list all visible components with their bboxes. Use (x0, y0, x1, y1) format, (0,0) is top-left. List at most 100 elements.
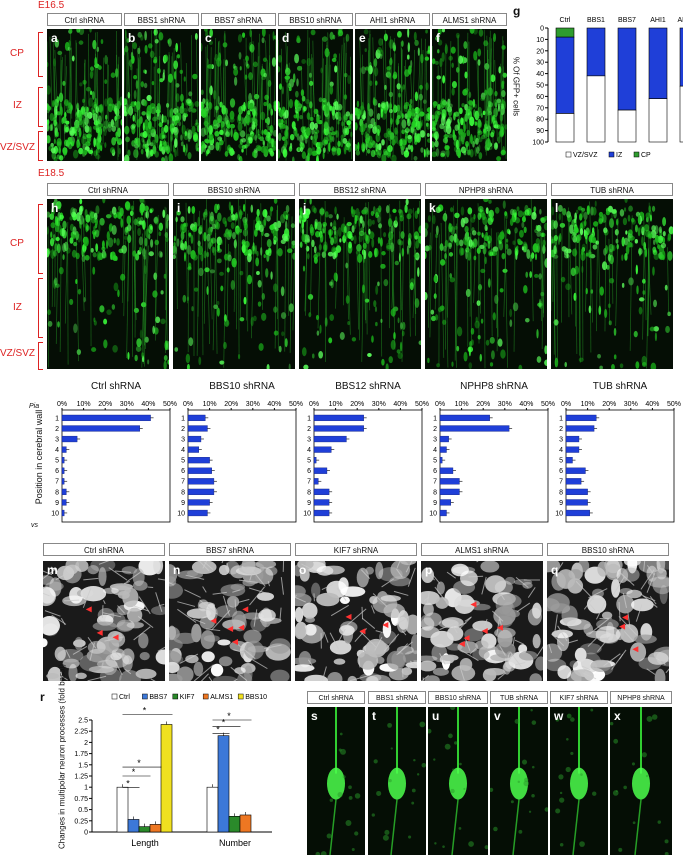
zone-bracket-1 (38, 278, 39, 338)
hist-bar (188, 500, 210, 506)
panel-letter: c (205, 31, 212, 45)
panel-header-a-1: BBS1 shRNA (124, 13, 199, 26)
hist-bar (62, 510, 64, 516)
panel-letter-g: g (513, 4, 520, 18)
zone-bracket-1 (38, 87, 39, 127)
r-bar-BBS7 (128, 819, 139, 832)
hist-bar (566, 510, 590, 516)
zone-bracket-2 (38, 342, 39, 370)
hist-position-label: 8 (433, 489, 437, 496)
image-panel-a-2: c (201, 29, 276, 161)
g-legend-label: IZ (616, 152, 623, 159)
g-bar-VZ/SVZ (587, 76, 605, 142)
r-bar-KIF7 (139, 827, 150, 832)
hist-bar (566, 489, 588, 495)
hist-position-label: 5 (307, 458, 311, 465)
panel-header-a-4: AHI1 shRNA (355, 13, 430, 26)
g-ytick: 20 (536, 48, 544, 55)
hist-xtick: 10% (455, 401, 469, 408)
hist-position-label: 2 (433, 426, 437, 433)
image-panel-h-2: j (299, 199, 421, 369)
hist-bar (62, 415, 151, 421)
image-panel-a-0: a (47, 29, 122, 161)
hist-bar (314, 457, 316, 463)
panel-header-m-4: BBS10 shRNA (547, 543, 669, 556)
hist-position-label: 5 (433, 458, 437, 465)
hist-bar (566, 500, 588, 506)
hist-bar (62, 426, 140, 432)
hist-position-label: 9 (559, 500, 563, 507)
panel-r-ylabel: Changes in multipolar neuron processes (… (58, 657, 67, 857)
panel-header-m-0: Ctrl shRNA (43, 543, 165, 556)
r-bar-Ctrl (117, 787, 128, 832)
hist-bar (566, 447, 579, 453)
r-legend-swatch (142, 694, 147, 699)
image-panel-h-4: l (551, 199, 673, 369)
hist-title-4: TUB shRNA (558, 381, 682, 392)
hist-position-label: 1 (181, 415, 185, 422)
image-panel-m-4: q (547, 561, 669, 681)
hist-title-1: BBS10 shRNA (180, 381, 304, 392)
r-bar-BBS7 (218, 736, 229, 832)
hist-bar (566, 436, 579, 442)
hist-position-label: 6 (55, 468, 59, 475)
r-legend-label: BBS7 (149, 694, 167, 701)
hist-bar (314, 415, 364, 421)
hist-position-label: 6 (181, 468, 185, 475)
stage-label-e16-5: E16.5 (38, 0, 64, 11)
panel-header-s-1: BBS1 shRNA (368, 691, 426, 704)
hist-xtick: 30% (624, 401, 638, 408)
hist-bar (314, 426, 364, 432)
hist-position-label: 7 (559, 479, 563, 486)
hist-bar (188, 426, 207, 432)
hist-position-label: 1 (307, 415, 311, 422)
hist-position-label: 2 (55, 426, 59, 433)
hist-position-label: 4 (181, 447, 185, 454)
panel-letter: h (51, 201, 58, 215)
panel-letter: w (554, 709, 563, 723)
hist-bar (314, 489, 329, 495)
r-significance-star: * (227, 711, 231, 721)
hist-xtick: 30% (498, 401, 512, 408)
panel-letter: n (173, 563, 180, 577)
hist-position-label: 2 (559, 426, 563, 433)
hist-title-0: Ctrl shRNA (54, 381, 178, 392)
r-legend-label: ALMS1 (210, 694, 233, 701)
hist-xtick: 0% (183, 401, 193, 408)
g-category-label: ALMS1 (678, 17, 683, 24)
hist-position-label: 7 (307, 479, 311, 486)
image-panel-s-0: s (307, 707, 365, 855)
r-category-label: Number (219, 838, 251, 848)
g-ytick: 70 (536, 105, 544, 112)
hist-bar (188, 468, 212, 474)
g-ytick: 90 (536, 128, 544, 135)
r-ytick: 2 (84, 740, 88, 747)
g-legend-swatch (634, 152, 639, 157)
g-ytick: 80 (536, 117, 544, 124)
zone-label-0: CP (10, 238, 24, 249)
panel-g-ylabel: % Of GFP+ cells (512, 37, 521, 137)
r-bar-Ctrl (207, 787, 218, 832)
panel-letter: d (282, 31, 289, 45)
hist-bar (62, 457, 64, 463)
g-bar-VZ/SVZ (556, 114, 574, 143)
image-panel-m-2: o (295, 561, 417, 681)
hist-bar (314, 500, 329, 506)
g-bar-IZ (587, 28, 605, 76)
hist-bar (314, 510, 329, 516)
g-category-label: BBS1 (587, 17, 605, 24)
g-bar-VZ/SVZ (680, 86, 683, 142)
image-panel-a-1: b (124, 29, 199, 161)
r-legend-label: Ctrl (119, 694, 130, 701)
panel-letter: f (436, 31, 440, 45)
r-ytick: 0.25 (74, 818, 88, 825)
zone-label-1: IZ (13, 302, 22, 313)
hist-position-label: 9 (433, 500, 437, 507)
hist-position-label: 4 (433, 447, 437, 454)
hist-xtick: 30% (246, 401, 260, 408)
hist-bar (440, 426, 509, 432)
panel-letter-r: r (40, 690, 45, 704)
hist-xtick: 20% (350, 401, 364, 408)
hist-position-label: 4 (55, 447, 59, 454)
